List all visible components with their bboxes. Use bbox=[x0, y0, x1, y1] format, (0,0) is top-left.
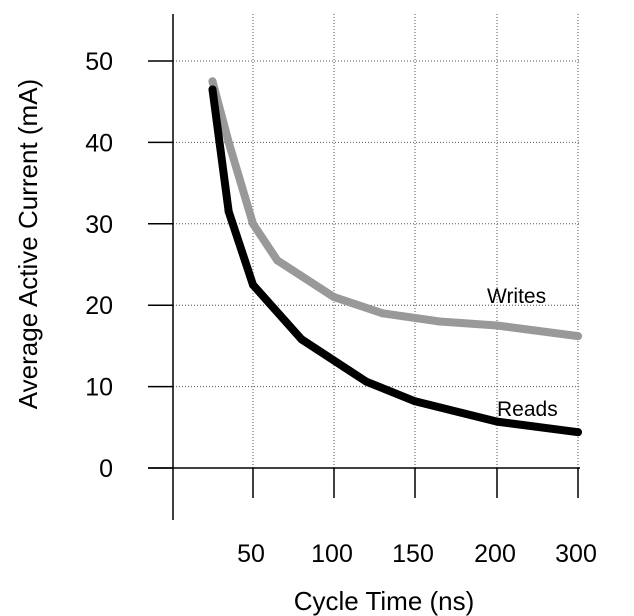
data-point-writes bbox=[208, 77, 217, 86]
x-tick-label: 100 bbox=[311, 540, 353, 568]
y-tick-label: 10 bbox=[85, 374, 113, 402]
data-point-reads bbox=[362, 377, 371, 386]
tick-labels: 0 10 20 30 40 50 50 100 150 200 300 bbox=[85, 48, 597, 568]
data-point-reads bbox=[224, 207, 233, 216]
data-point-writes bbox=[378, 309, 387, 318]
y-tick-label: 50 bbox=[85, 48, 113, 76]
y-tick-label: 0 bbox=[99, 455, 113, 483]
axes bbox=[148, 14, 580, 520]
data-point-writes bbox=[574, 332, 582, 341]
y-tick-label: 30 bbox=[85, 211, 113, 239]
y-tick-label: 40 bbox=[85, 129, 113, 157]
x-tick-label: 150 bbox=[392, 540, 434, 568]
data-point-reads bbox=[297, 335, 306, 344]
x-tick-label: 50 bbox=[237, 540, 265, 568]
data-point-reads bbox=[208, 85, 217, 94]
series-label-writes: Writes bbox=[487, 285, 546, 308]
data-point-writes bbox=[330, 293, 338, 302]
data-point-writes bbox=[249, 219, 257, 228]
data-point-writes bbox=[493, 321, 501, 330]
data-point-writes bbox=[273, 256, 282, 265]
data-point-writes bbox=[224, 138, 233, 147]
x-tick-label: 300 bbox=[555, 540, 597, 568]
data-point-reads bbox=[574, 428, 582, 437]
gridlines bbox=[173, 14, 580, 468]
x-tick-label: 200 bbox=[474, 540, 516, 568]
data-point-reads bbox=[493, 417, 501, 426]
y-axis-title: Average Active Current (mA) bbox=[13, 79, 43, 409]
data-point-reads bbox=[411, 397, 419, 406]
data-point-reads bbox=[249, 280, 257, 289]
x-axis-title: Cycle Time (ns) bbox=[294, 586, 475, 616]
y-tick-label: 20 bbox=[85, 292, 113, 320]
data-point-writes bbox=[435, 317, 444, 326]
series-label-reads: Reads bbox=[497, 398, 558, 421]
series-line-reads bbox=[208, 85, 582, 437]
series-lines bbox=[208, 77, 582, 437]
